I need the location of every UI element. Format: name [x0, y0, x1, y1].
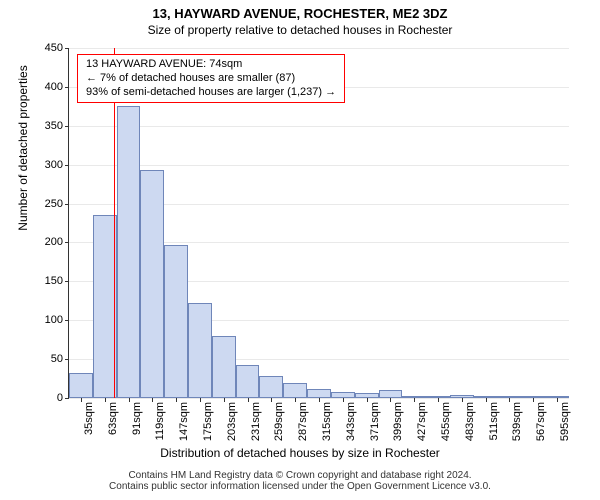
- y-axis-label: Number of detached properties: [16, 0, 30, 323]
- annotation-line: 13 HAYWARD AVENUE: 74sqm: [86, 58, 336, 72]
- xtick-mark: [176, 398, 177, 402]
- xtick-label: 119sqm: [154, 398, 166, 446]
- xtick-label: 231sqm: [250, 398, 262, 446]
- xtick-label: 455sqm: [440, 398, 452, 446]
- ytick-label: 300: [45, 159, 69, 171]
- xtick-label: 595sqm: [559, 398, 571, 446]
- histogram-bar: [69, 373, 93, 398]
- x-axis-label: Distribution of detached houses by size …: [0, 446, 600, 460]
- xtick-label: 147sqm: [178, 398, 190, 446]
- histogram-bar: [283, 383, 307, 398]
- histogram-bar: [236, 365, 260, 398]
- footer-line: Contains public sector information licen…: [0, 481, 600, 492]
- gridline: [69, 126, 569, 127]
- ytick-label: 150: [45, 275, 69, 287]
- xtick-label: 315sqm: [321, 398, 333, 446]
- xtick-label: 287sqm: [297, 398, 309, 446]
- histogram-bar: [212, 336, 236, 398]
- xtick-label: 483sqm: [464, 398, 476, 446]
- xtick-label: 567sqm: [535, 398, 547, 446]
- ytick-label: 0: [57, 392, 69, 404]
- gridline: [69, 165, 569, 166]
- xtick-label: 259sqm: [273, 398, 285, 446]
- xtick-label: 371sqm: [369, 398, 381, 446]
- xtick-label: 399sqm: [392, 398, 404, 446]
- xtick-label: 91sqm: [131, 398, 143, 446]
- annotation-line: ← 7% of detached houses are smaller (87): [86, 72, 336, 86]
- xtick-label: 427sqm: [416, 398, 428, 446]
- xtick-mark: [129, 398, 130, 402]
- ytick-label: 250: [45, 198, 69, 210]
- histogram-bar: [259, 376, 283, 398]
- ytick-label: 450: [45, 42, 69, 54]
- xtick-mark: [438, 398, 439, 402]
- histogram-bar: [188, 303, 212, 398]
- ytick-label: 400: [45, 81, 69, 93]
- footer-line: Contains HM Land Registry data © Crown c…: [0, 470, 600, 481]
- ytick-label: 200: [45, 236, 69, 248]
- xtick-label: 343sqm: [345, 398, 357, 446]
- ytick-label: 50: [51, 353, 69, 365]
- chart-subtitle: Size of property relative to detached ho…: [0, 23, 600, 37]
- xtick-label: 203sqm: [226, 398, 238, 446]
- xtick-label: 63sqm: [107, 398, 119, 446]
- xtick-label: 35sqm: [83, 398, 95, 446]
- footer: Contains HM Land Registry data © Crown c…: [0, 470, 600, 492]
- xtick-mark: [105, 398, 106, 402]
- xtick-mark: [462, 398, 463, 402]
- xtick-label: 511sqm: [488, 398, 500, 446]
- xtick-mark: [319, 398, 320, 402]
- gridline: [69, 48, 569, 49]
- histogram-bar: [93, 215, 117, 398]
- annotation-box: 13 HAYWARD AVENUE: 74sqm ← 7% of detache…: [77, 54, 345, 103]
- histogram-bar: [117, 106, 141, 398]
- histogram-bar: [140, 170, 164, 398]
- xtick-mark: [200, 398, 201, 402]
- xtick-mark: [486, 398, 487, 402]
- xtick-mark: [367, 398, 368, 402]
- histogram-bar: [307, 389, 331, 398]
- ytick-label: 100: [45, 314, 69, 326]
- annotation-line: 93% of semi-detached houses are larger (…: [86, 86, 336, 100]
- xtick-mark: [81, 398, 82, 402]
- plot-area: 05010015020025030035040045035sqm63sqm91s…: [68, 48, 569, 399]
- xtick-label: 539sqm: [511, 398, 523, 446]
- xtick-label: 175sqm: [202, 398, 214, 446]
- ytick-label: 350: [45, 120, 69, 132]
- xtick-mark: [343, 398, 344, 402]
- histogram-bar: [379, 390, 403, 398]
- xtick-mark: [557, 398, 558, 402]
- histogram-bar: [164, 245, 188, 398]
- xtick-mark: [248, 398, 249, 402]
- chart-title: 13, HAYWARD AVENUE, ROCHESTER, ME2 3DZ: [0, 6, 600, 21]
- xtick-mark: [224, 398, 225, 402]
